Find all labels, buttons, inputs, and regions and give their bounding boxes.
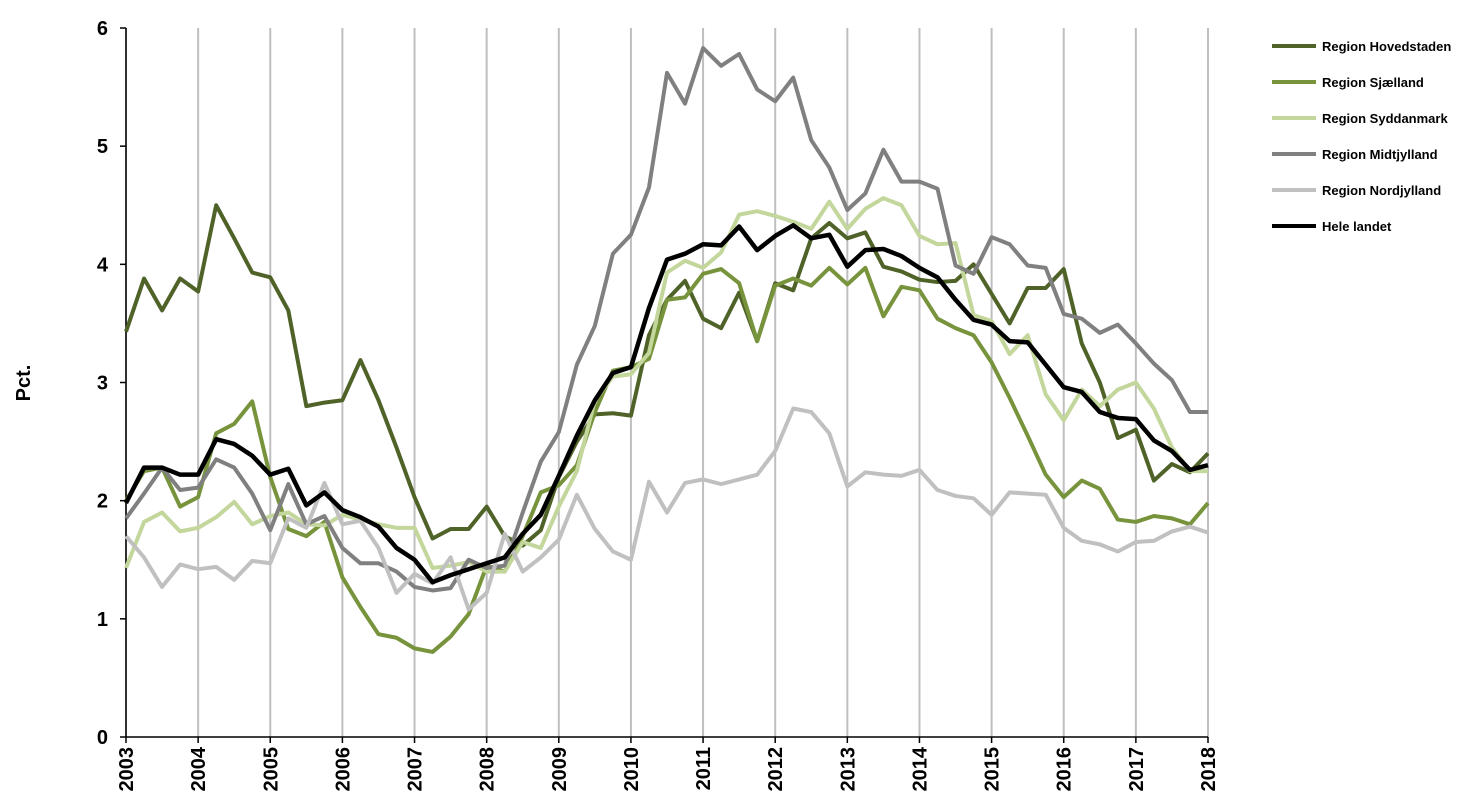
x-tick-label: 2015	[982, 747, 1004, 792]
legend-label: Region Midtjylland	[1322, 147, 1438, 162]
legend-label: Region Hovedstaden	[1322, 39, 1451, 54]
x-tick-label: 2003	[116, 747, 138, 792]
x-tick-label: 2018	[1198, 747, 1220, 792]
y-tick-label: 1	[97, 609, 108, 631]
y-tick-label: 5	[97, 136, 108, 158]
y-tick-label: 0	[97, 727, 108, 749]
x-tick-label: 2013	[837, 747, 859, 792]
legend-label: Region Nordjylland	[1322, 183, 1441, 198]
series-line	[124, 406, 1209, 612]
x-tick-label: 2008	[477, 747, 499, 792]
series-line	[124, 196, 1208, 574]
x-tick-label: 2017	[1126, 747, 1148, 792]
x-tick-label: 2007	[405, 747, 427, 792]
x-tick-label: 2014	[909, 746, 931, 791]
y-axis-label: Pct.	[13, 365, 35, 402]
legend-label: Hele landet	[1322, 219, 1392, 234]
x-tick-label: 2006	[332, 747, 354, 792]
series-line	[123, 223, 1209, 585]
y-tick-label: 4	[97, 254, 109, 276]
legend-label: Region Syddanmark	[1322, 111, 1448, 126]
x-tick-label: 2016	[1054, 747, 1076, 792]
x-tick-label: 2010	[621, 747, 643, 792]
x-tick-label: 2012	[765, 747, 787, 792]
x-tick-label: 2011	[693, 747, 715, 790]
series-line	[124, 265, 1210, 654]
y-tick-label: 6	[97, 18, 108, 40]
y-tick-label: 2	[97, 491, 108, 513]
y-tick-label: 3	[97, 373, 108, 395]
x-tick-label: 2005	[260, 747, 282, 792]
x-tick-label: 2004	[188, 746, 210, 791]
legend-label: Region Sjælland	[1322, 75, 1424, 90]
x-tick-label: 2009	[549, 747, 571, 792]
